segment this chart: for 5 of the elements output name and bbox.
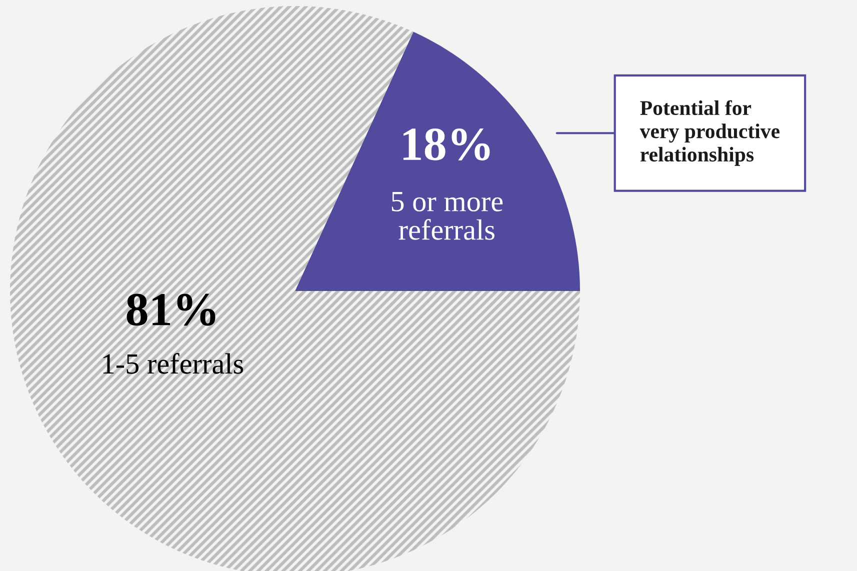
slice-label: 5 or more referrals bbox=[392, 192, 503, 240]
data-label: 18% bbox=[403, 128, 490, 160]
data-label: 81% bbox=[126, 294, 216, 326]
slice-label: 1-5 referrals bbox=[103, 353, 244, 374]
text: Potential for very productive relationships bbox=[640, 100, 780, 166]
